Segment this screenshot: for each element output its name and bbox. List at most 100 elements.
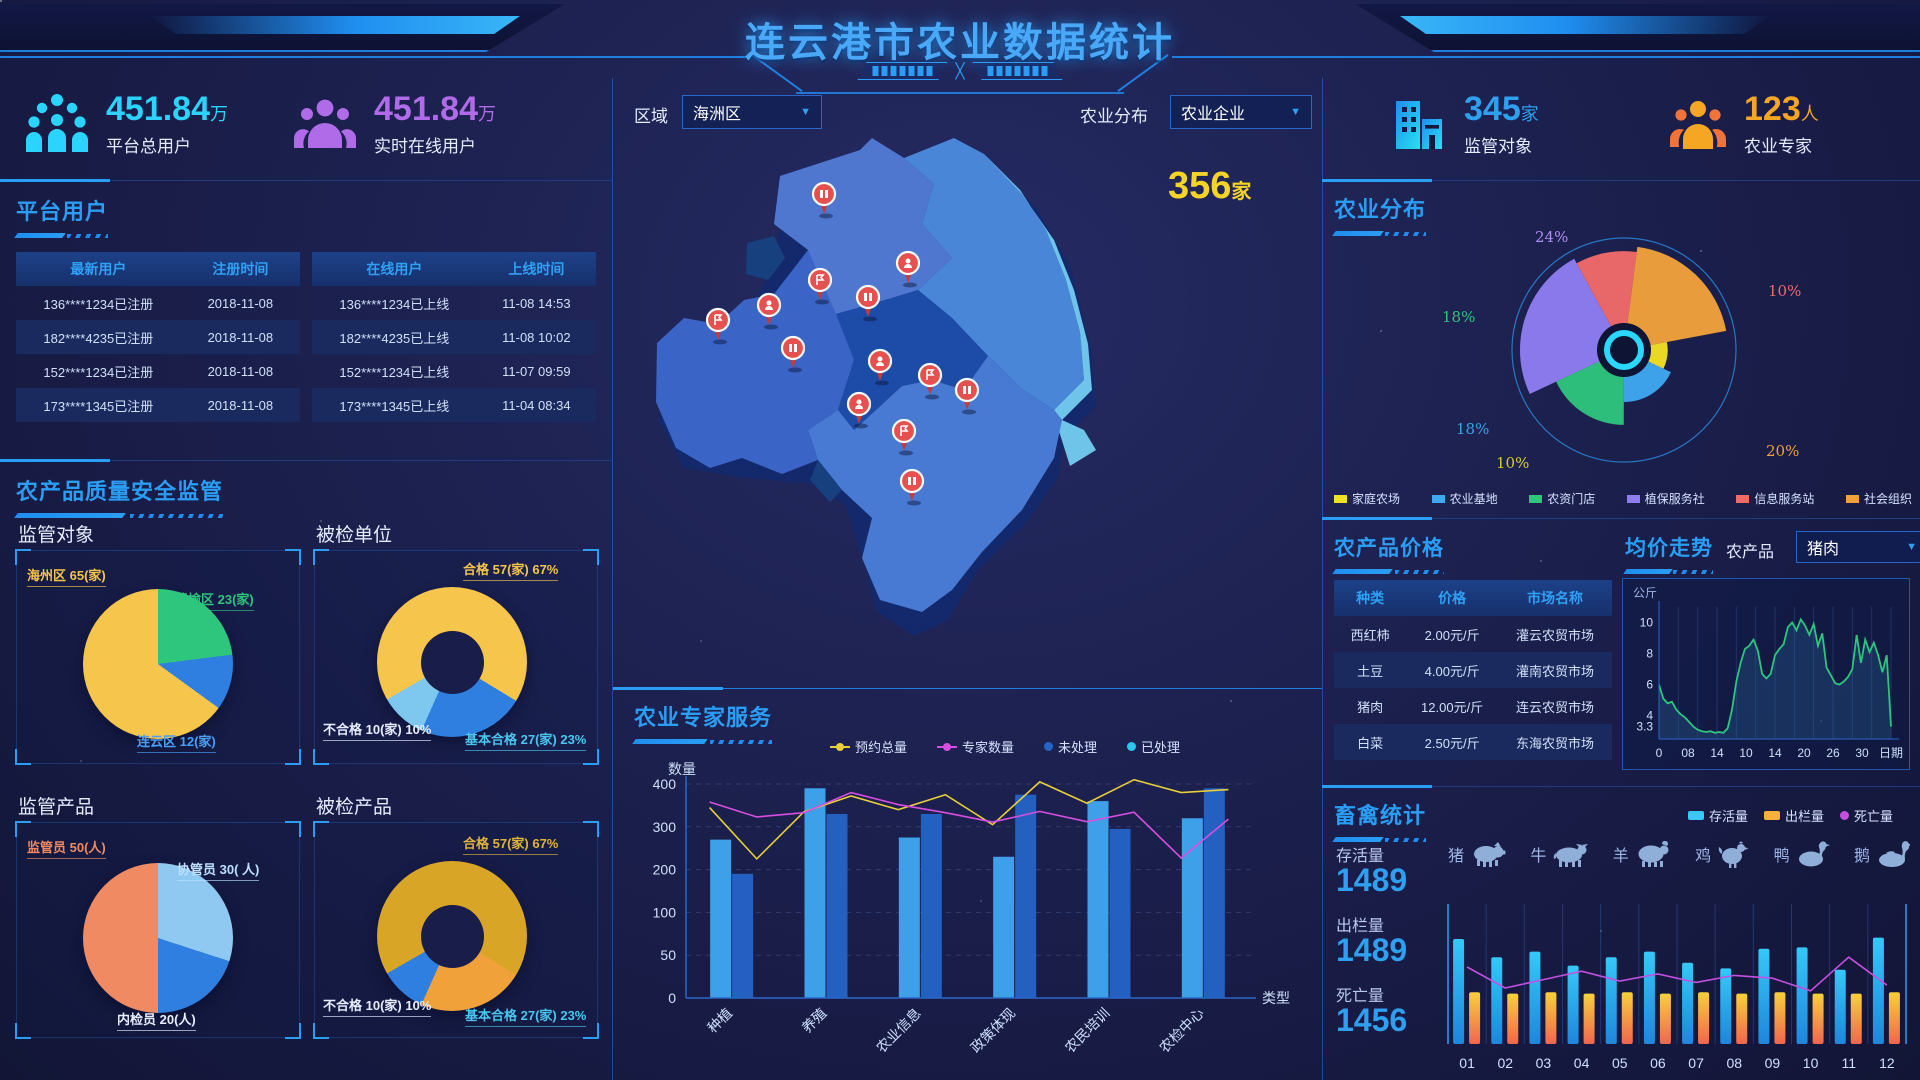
legend-item-agri-base[interactable]: 农业基地 [1431, 490, 1498, 507]
table-row: 152****1234已上线 11-07 09:59 [339, 363, 571, 380]
svg-text:09: 09 [1765, 1055, 1781, 1071]
legend-item-experts[interactable]: 专家数量 [937, 737, 1014, 756]
map-pin[interactable] [780, 335, 806, 373]
map-pin[interactable] [917, 362, 943, 400]
stat-value: 123 [1744, 90, 1801, 128]
chevron-down-icon: ▼ [1906, 541, 1917, 553]
section-expert-service: 农业专家服务 [634, 700, 773, 746]
chart-box-supervise-objects: 海州区 65(家) 赣榆区 23(家) 连云区 12(家) [15, 549, 301, 765]
checked-products-donut[interactable] [377, 861, 527, 1011]
map-regions [656, 138, 1096, 612]
table-row: 152****1234已注册 2018-11-08 [43, 363, 274, 380]
stat-value: 451.84 [374, 90, 478, 128]
svg-text:政策体现: 政策体现 [967, 1005, 1018, 1056]
header-line-left [0, 56, 748, 58]
legend-item-agri-store[interactable]: 农资门店 [1529, 490, 1595, 507]
table-row: 136****1234已上线 11-08 14:53 [339, 295, 571, 312]
region-label: 区域 [634, 107, 668, 126]
map-region-coastal-strip[interactable] [954, 138, 1096, 466]
table-row: 西红柿 2.00元/斤 灌云农贸市场 [1350, 627, 1594, 643]
legend-item-unprocessed[interactable]: 未处理 [1044, 737, 1097, 756]
chart-title-supervise-products: 监管产品 [18, 797, 95, 818]
svg-text:02: 02 [1497, 1055, 1513, 1071]
legend-item-alive[interactable]: 存活量 [1688, 806, 1748, 825]
users-group-icon [26, 94, 88, 153]
section-title-text: 农产品质量安全监管 [16, 479, 224, 504]
stat-agri-experts: 123人 农业专家 [1668, 90, 1819, 157]
column-divider-left [612, 78, 613, 1080]
map-pin[interactable] [846, 391, 872, 429]
header-line-center [796, 92, 1124, 94]
region-dropdown[interactable]: 海洲区 ▼ [682, 95, 822, 129]
pie-label: 连云区 12(家) [137, 731, 216, 753]
legend-item-info-station[interactable]: 信息服务站 [1736, 490, 1814, 507]
stat-unit: 万 [210, 104, 228, 124]
svg-text:11: 11 [1841, 1055, 1856, 1071]
map-pin[interactable] [807, 267, 833, 305]
legend-item-plant-protection[interactable]: 植保服务社 [1626, 490, 1705, 507]
map-region-northeast[interactable] [904, 138, 1084, 410]
svg-text:8: 8 [1646, 647, 1653, 661]
svg-text:日期: 日期 [1879, 746, 1903, 760]
alive-label: 存活量 [1336, 848, 1385, 865]
legend-item-social-org[interactable]: 社会组织 [1845, 490, 1912, 507]
section-title-text: 农产品价格 [1334, 537, 1444, 560]
section-title-text: 畜禽统计 [1334, 803, 1427, 828]
pie-label: 协管员 30( 人) [177, 859, 259, 881]
supervise-products-pie[interactable] [83, 863, 233, 1013]
building-icon [1396, 101, 1442, 150]
svg-text:10: 10 [1803, 1055, 1819, 1071]
svg-text:种植: 种植 [704, 1005, 735, 1036]
animals-row: 猪 牛 羊 鸡 鸭 鹅 [1448, 840, 1910, 868]
stat-label: 平台总用户 [106, 136, 191, 156]
svg-text:4: 4 [1646, 709, 1653, 723]
table-header: 最新用户 注册时间 [16, 252, 300, 286]
distribution-dropdown[interactable]: 农业企业 ▼ [1170, 95, 1312, 129]
map-pin[interactable] [756, 292, 782, 330]
stat-label: 农业专家 [1744, 136, 1812, 156]
map-region-south[interactable] [808, 356, 1062, 612]
map-pins [705, 181, 980, 506]
supervise-objects-pie[interactable] [83, 589, 233, 739]
legend-item-sold[interactable]: 出栏量 [1764, 806, 1824, 825]
svg-text:0: 0 [1656, 746, 1663, 760]
rose-chart[interactable] [1466, 222, 1776, 482]
map-pin[interactable] [954, 377, 980, 415]
map-pin[interactable] [891, 418, 917, 456]
map-pin[interactable] [895, 250, 921, 288]
map-pin[interactable] [855, 284, 881, 322]
legend-item-dead[interactable]: 死亡量 [1840, 806, 1893, 825]
legend-item-bookings[interactable]: 预约总量 [830, 737, 907, 756]
pie-label: 内检员 20(人) [117, 1009, 196, 1031]
product-dropdown[interactable]: 猪肉 ▼ [1796, 531, 1920, 563]
legend-item-family-farm[interactable]: 家庭农场 [1334, 490, 1400, 507]
stat-online-users: 451.84万 实时在线用户 [292, 90, 496, 157]
map-pin[interactable] [899, 468, 925, 506]
chicken-icon [1718, 841, 1749, 868]
stat-value: 345 [1464, 90, 1521, 128]
enterprise-count-badge: 356家 [1168, 165, 1252, 207]
col-header: 上线时间 [508, 261, 565, 277]
experts-group-icon [1670, 101, 1726, 150]
lianyungang-district-map [656, 138, 1096, 636]
header-streak-left [150, 16, 520, 34]
map-region-central[interactable] [836, 290, 988, 430]
map-region-inlet[interactable] [746, 236, 785, 280]
map-pin[interactable] [867, 348, 893, 386]
center-divider [613, 687, 1322, 690]
svg-text:3.3: 3.3 [1636, 720, 1653, 734]
map-pin[interactable] [811, 181, 837, 219]
chart-title-supervise-objects: 监管对象 [18, 525, 95, 546]
pie-label: 监管员 50(人) [27, 837, 106, 859]
pie-label: 合格 57(家) 67% [463, 833, 558, 855]
svg-text:50: 50 [660, 947, 676, 963]
legend-item-processed[interactable]: 已处理 [1127, 737, 1180, 756]
svg-text:26: 26 [1826, 746, 1840, 760]
section-divider [1322, 785, 1920, 788]
checked-units-donut[interactable] [377, 587, 527, 737]
map-region-inlet-small[interactable] [810, 460, 842, 502]
svg-text:08: 08 [1681, 746, 1695, 760]
map-region-west[interactable] [656, 250, 854, 474]
map-pin[interactable] [705, 307, 731, 345]
